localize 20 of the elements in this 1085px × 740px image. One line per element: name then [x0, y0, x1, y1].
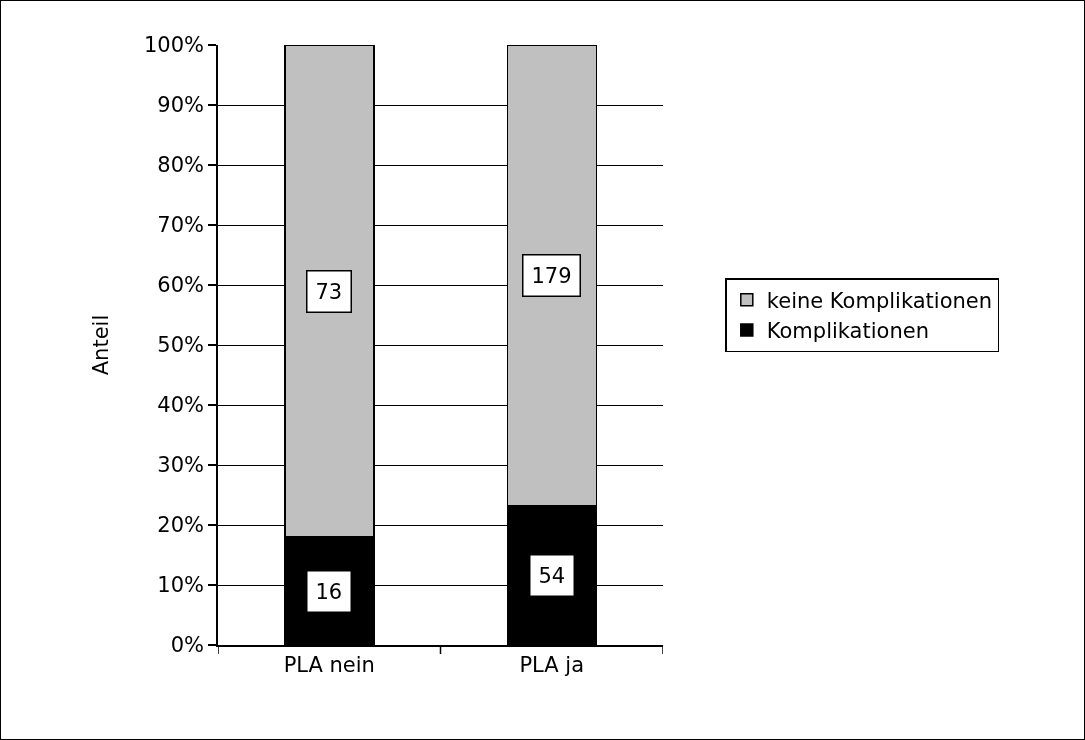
y-tick-label: 70% — [157, 213, 205, 238]
x-tick-label: PLA nein — [283, 652, 375, 677]
annotation: 73 — [315, 279, 343, 304]
annotation: 16 — [315, 579, 343, 604]
y-tick-label: 80% — [157, 153, 205, 178]
y-tick-label: 30% — [157, 453, 205, 478]
y-tick-label: 20% — [157, 513, 205, 538]
y-axis-title: Anteil — [88, 314, 113, 376]
y-tick-label: 100% — [144, 33, 205, 58]
y-tick-label: 0% — [170, 633, 205, 658]
annotation: 54 — [538, 563, 566, 588]
y-tick-label: 90% — [157, 93, 205, 118]
y-tick-label: 40% — [157, 393, 205, 418]
y-tick-label: 10% — [157, 573, 205, 598]
y-tick-label: 60% — [157, 273, 205, 298]
y-tick-label: 50% — [157, 333, 205, 358]
legend-label: keine Komplikationen — [766, 288, 993, 313]
x-tick-label: PLA ja — [519, 652, 585, 677]
legend-label: Komplikationen — [766, 319, 929, 344]
annotation: 179 — [531, 263, 572, 288]
